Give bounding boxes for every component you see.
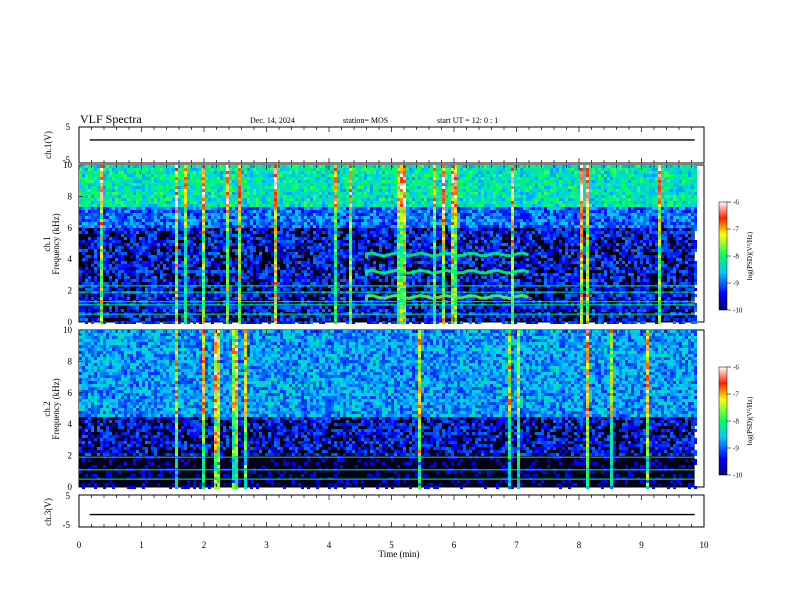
- colorbar-tick-label: -10: [733, 472, 743, 480]
- figure-title: VLF Spectra: [80, 112, 142, 126]
- ch1-spectrogram-ytick: 2: [68, 286, 73, 296]
- x-axis-tick-label: 8: [577, 540, 582, 550]
- x-axis-tick-label: 10: [700, 540, 710, 550]
- ch1-spectrogram-ytick: 8: [68, 191, 73, 201]
- ch2-spectrogram-ylabel: Frequency (kHz): [51, 378, 61, 439]
- x-axis-tick-label: 7: [514, 540, 519, 550]
- ch2-spectrogram-yticks: 0 2 4 6 8 10: [63, 325, 83, 492]
- x-axis-tick-label: 6: [452, 540, 457, 550]
- x-axis-label: Time (min): [379, 549, 420, 559]
- ch2-spectrogram-ytick: 4: [68, 419, 73, 429]
- ch1-voltage-panel: [78, 126, 705, 164]
- x-axis-tick-labels: 0 1 2 3 4 5 6 7 8 9 10: [77, 540, 709, 550]
- ch2-spectrogram-ytick: 8: [68, 356, 73, 366]
- x-axis-tick-label: 3: [264, 540, 269, 550]
- ch1-spectrogram-ytick: 6: [68, 223, 73, 233]
- colorbar-tick-label: -7: [733, 391, 739, 399]
- ch1-colorbar: -6 -7 -8 -9 -10 log(PSD)(V²/Hz): [718, 199, 754, 315]
- ch2-spectrogram-ytick: 10: [63, 325, 73, 335]
- ch1-spectrogram-image: [79, 165, 697, 324]
- ch3-voltage-ytick-top: 5: [66, 491, 71, 501]
- x-axis-tick-label: 4: [327, 540, 332, 550]
- colorbar-tick-label: -6: [733, 199, 739, 207]
- x-axis-tick-label: 2: [202, 540, 207, 550]
- ch2-spectrogram-ytick: 6: [68, 388, 73, 398]
- ch2-spectrogram-ytick: 2: [68, 451, 73, 461]
- ch1-voltage-ytick-top: 5: [66, 122, 71, 132]
- colorbar-tick-label: -8: [733, 418, 739, 426]
- x-axis-tick-label: 5: [389, 540, 394, 550]
- ch1-colorbar-gradient: [718, 201, 728, 311]
- colorbar-tick-label: -10: [733, 307, 743, 315]
- colorbar-tick-label: -8: [733, 253, 739, 261]
- ch2-spectrogram-image: [79, 330, 697, 489]
- ch1-spectrogram-ytick: 10: [63, 160, 73, 170]
- ch2-spectrogram-ylabel-channel: ch.2: [42, 401, 52, 416]
- ch1-voltage-ytick-bottom: -5: [63, 155, 71, 165]
- ch2-colorbar-label: log(PSD)(V²/Hz): [746, 396, 754, 445]
- ch1-spectrogram-ylabel: Frequency (kHz): [51, 213, 61, 274]
- date-label: Dec. 14, 2024: [250, 116, 295, 125]
- ch1-spectrogram-yticks: 0 2 4 6 8 10: [63, 160, 83, 327]
- x-axis-tick-label: 1: [139, 540, 144, 550]
- station-label: station= MOS: [343, 116, 388, 125]
- colorbar-tick-label: -7: [733, 226, 739, 234]
- colorbar-tick-label: -9: [733, 280, 739, 288]
- ch1-spectrogram-ytick: 0: [68, 317, 73, 327]
- colorbar-tick-label: -9: [733, 445, 739, 453]
- colorbar-tick-label: -6: [733, 364, 739, 372]
- ch2-spectrogram-ytick: 0: [68, 482, 73, 492]
- ch3-voltage-ylabel: ch.3(V): [43, 498, 53, 526]
- ch1-spectrogram-ytick: 4: [68, 254, 73, 264]
- axis-ticks: [78, 127, 705, 527]
- ch3-voltage-ytick-bottom: -5: [63, 520, 71, 530]
- ch1-spectrogram-ylabel-channel: ch.1: [42, 236, 52, 251]
- ch2-colorbar-gradient: [718, 366, 728, 476]
- start-time-label: start UT = 12: 0 : 1: [437, 116, 498, 125]
- ch1-colorbar-label: log(PSD)(V²/Hz): [746, 231, 754, 280]
- ch1-voltage-ylabel: ch.1(V): [43, 131, 53, 159]
- x-axis-tick-label: 0: [77, 540, 82, 550]
- ch2-colorbar: -6 -7 -8 -9 -10 log(PSD)(V²/Hz): [718, 364, 754, 480]
- x-axis-tick-label: 9: [639, 540, 644, 550]
